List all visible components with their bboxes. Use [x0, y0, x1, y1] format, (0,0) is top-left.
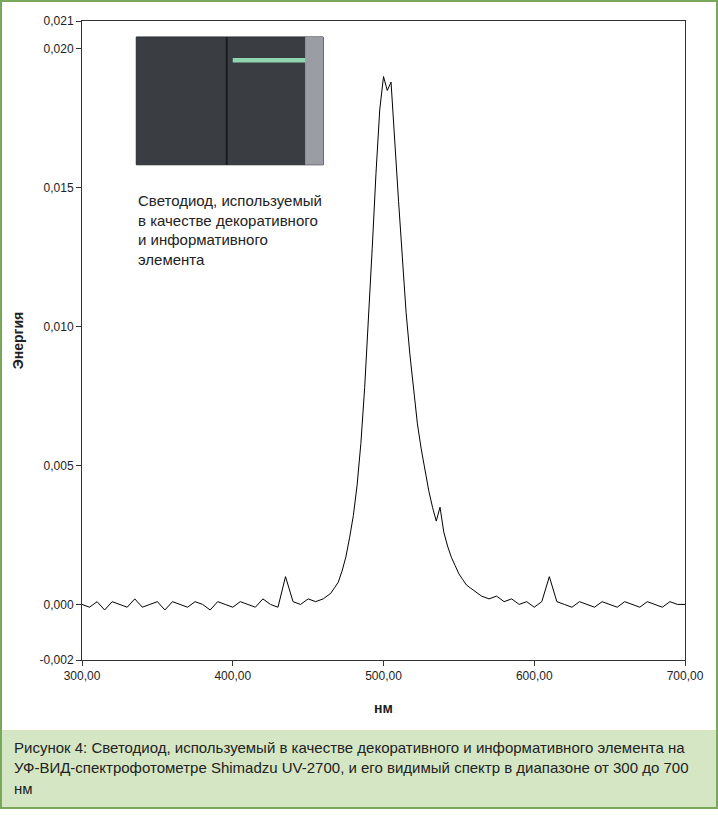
svg-text:500,00: 500,00: [365, 669, 402, 683]
svg-text:-0,002: -0,002: [40, 653, 74, 667]
svg-text:700,00: 700,00: [667, 669, 704, 683]
svg-text:300,00: 300,00: [64, 669, 101, 683]
svg-text:0,000: 0,000: [44, 598, 74, 612]
svg-text:Энергия: Энергия: [10, 312, 26, 369]
svg-text:0,021: 0,021: [44, 14, 74, 28]
svg-text:0,010: 0,010: [44, 320, 74, 334]
svg-text:нм: нм: [374, 700, 393, 716]
svg-text:0,020: 0,020: [44, 42, 74, 56]
svg-text:Светодиод, используемыйв качес: Светодиод, используемыйв качестве декора…: [138, 192, 322, 268]
svg-text:0,005: 0,005: [44, 459, 74, 473]
svg-text:400,00: 400,00: [214, 669, 251, 683]
svg-text:0,015: 0,015: [44, 181, 74, 195]
svg-text:600,00: 600,00: [516, 669, 553, 683]
html-text:Рисунок 4: Светодиод, использу: Рисунок 4: Светодиод, используемый в кач…: [14, 739, 689, 797]
